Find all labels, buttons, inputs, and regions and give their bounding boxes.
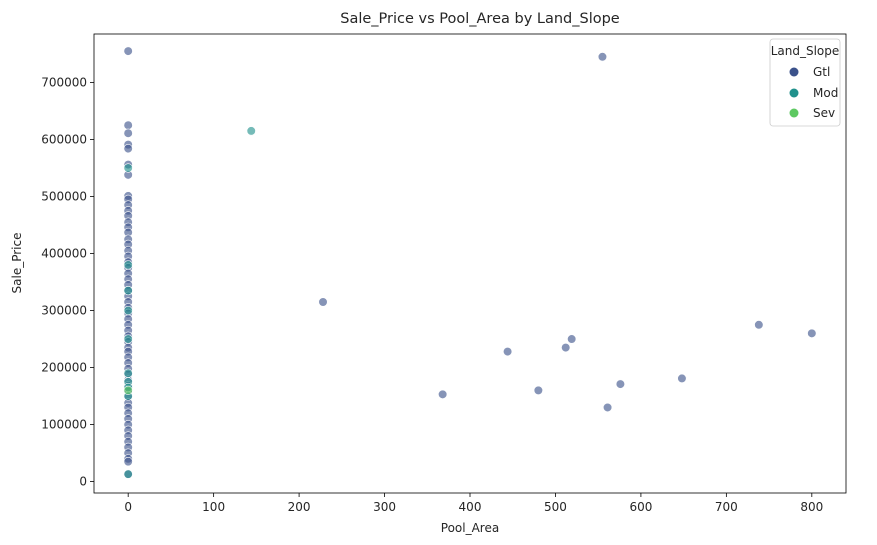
y-axis: 0 100000 200000 300000 400000 500000 600000 700… [41, 75, 94, 489]
data-point-gtl [597, 52, 608, 62]
data-point-gtl [533, 385, 543, 395]
data-point-mod [123, 334, 133, 344]
data-point-gtl [438, 389, 448, 399]
data-point-mod [246, 126, 256, 136]
data-point-gtl [561, 343, 571, 353]
x-axis-label: Pool_Area [441, 521, 499, 535]
y-tick-label: 600000 [41, 132, 87, 146]
legend: Land_Slope Gtl Mod Sev [769, 38, 841, 127]
legend-marker-gtl [789, 67, 799, 77]
x-tick-label: 500 [544, 500, 567, 514]
x-tick-label: 400 [459, 500, 482, 514]
y-axis-label: Sale_Price [10, 233, 24, 294]
legend-marker-sev [789, 108, 799, 118]
x-tick-label: 600 [629, 500, 652, 514]
legend-label-gtl: Gtl [813, 65, 830, 79]
data-point-gtl [615, 379, 626, 389]
legend-title: Land_Slope [771, 44, 840, 58]
data-point-gtl [567, 334, 577, 344]
data-point-gtl [602, 402, 613, 413]
data-point-gtl [123, 120, 133, 130]
y-tick-label: 500000 [41, 190, 87, 204]
y-tick-label: 400000 [41, 247, 87, 261]
data-point-mod [123, 285, 133, 296]
legend-marker-mod [789, 88, 799, 98]
data-point-gtl [503, 346, 513, 357]
data-point-gtl [754, 320, 764, 330]
x-tick-label: 700 [715, 500, 738, 514]
legend-box [769, 38, 841, 127]
data-point-gtl [123, 144, 133, 154]
y-tick-label: 200000 [41, 361, 87, 375]
data-point-gtl [807, 328, 817, 338]
legend-label-sev: Sev [813, 106, 835, 120]
data-point-mod [123, 469, 133, 479]
x-tick-label: 800 [800, 500, 823, 514]
legend-label-mod: Mod [813, 86, 838, 100]
x-tick-label: 300 [373, 500, 396, 514]
y-tick-label: 700000 [41, 75, 87, 89]
data-point-gtl [677, 373, 687, 383]
data-point-gtl [123, 46, 133, 56]
points-layer [123, 46, 817, 479]
data-point-sev [123, 385, 133, 395]
data-point-mod [123, 260, 133, 270]
y-tick-label: 300000 [41, 304, 87, 318]
x-axis: 0 100 200 300 400 500 600 700 800 [124, 493, 823, 514]
data-point-gtl [318, 297, 328, 307]
data-point-gtl [123, 128, 133, 138]
data-point-mod [123, 305, 133, 316]
data-point-mod [123, 368, 133, 378]
x-tick-label: 100 [202, 500, 225, 514]
x-tick-label: 200 [288, 500, 311, 514]
x-tick-label: 0 [124, 500, 132, 514]
chart-title: Sale_Price vs Pool_Area by Land_Slope [340, 11, 620, 27]
data-point-mod [123, 163, 133, 173]
y-tick-label: 0 [79, 475, 87, 489]
y-tick-label: 100000 [41, 418, 87, 432]
data-point-gtl [123, 457, 133, 467]
